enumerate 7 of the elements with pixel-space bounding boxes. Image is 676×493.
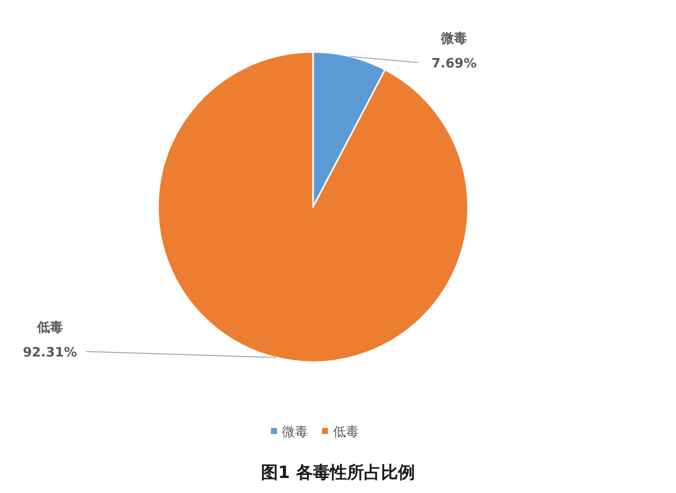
data-label: 92.31%	[22, 346, 77, 360]
legend-label: 低毒	[333, 425, 359, 440]
data-label: 7.69%	[432, 56, 477, 72]
text: 图1 各毒性所占比例	[261, 463, 415, 483]
slice-label: 低毒	[36, 320, 63, 336]
slice-label: 微毒	[440, 32, 468, 46]
legend-label: 微毒	[282, 425, 308, 440]
